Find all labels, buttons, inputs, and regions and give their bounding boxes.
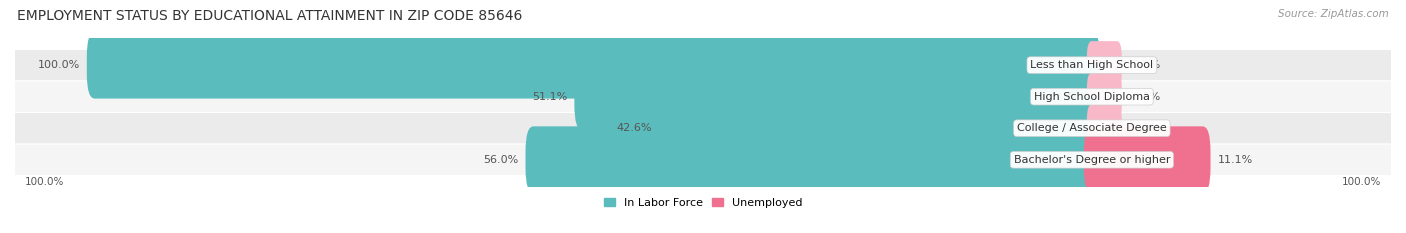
- FancyBboxPatch shape: [1084, 126, 1211, 193]
- Text: College / Associate Degree: College / Associate Degree: [1017, 123, 1167, 133]
- FancyBboxPatch shape: [1087, 41, 1122, 89]
- Text: 0.0%: 0.0%: [1132, 92, 1160, 102]
- Text: High School Diploma: High School Diploma: [1033, 92, 1150, 102]
- Text: Bachelor's Degree or higher: Bachelor's Degree or higher: [1014, 155, 1170, 165]
- FancyBboxPatch shape: [87, 32, 1099, 99]
- Text: Less than High School: Less than High School: [1031, 60, 1153, 70]
- FancyBboxPatch shape: [15, 145, 1391, 175]
- FancyBboxPatch shape: [15, 82, 1391, 112]
- FancyBboxPatch shape: [1087, 73, 1122, 121]
- FancyBboxPatch shape: [575, 63, 1099, 130]
- Legend: In Labor Force, Unemployed: In Labor Force, Unemployed: [603, 198, 803, 208]
- Text: 0.0%: 0.0%: [1132, 60, 1160, 70]
- FancyBboxPatch shape: [659, 95, 1099, 162]
- FancyBboxPatch shape: [15, 113, 1391, 143]
- Text: Source: ZipAtlas.com: Source: ZipAtlas.com: [1278, 9, 1389, 19]
- Text: 42.6%: 42.6%: [617, 123, 652, 133]
- FancyBboxPatch shape: [15, 50, 1391, 80]
- Text: 56.0%: 56.0%: [484, 155, 519, 165]
- Text: 11.1%: 11.1%: [1218, 155, 1253, 165]
- FancyBboxPatch shape: [526, 126, 1099, 193]
- Text: 0.0%: 0.0%: [1132, 123, 1160, 133]
- Text: 100.0%: 100.0%: [25, 178, 65, 188]
- Text: 51.1%: 51.1%: [531, 92, 568, 102]
- Text: 100.0%: 100.0%: [38, 60, 80, 70]
- Text: EMPLOYMENT STATUS BY EDUCATIONAL ATTAINMENT IN ZIP CODE 85646: EMPLOYMENT STATUS BY EDUCATIONAL ATTAINM…: [17, 9, 522, 23]
- Text: 100.0%: 100.0%: [1341, 178, 1381, 188]
- FancyBboxPatch shape: [1087, 104, 1122, 152]
